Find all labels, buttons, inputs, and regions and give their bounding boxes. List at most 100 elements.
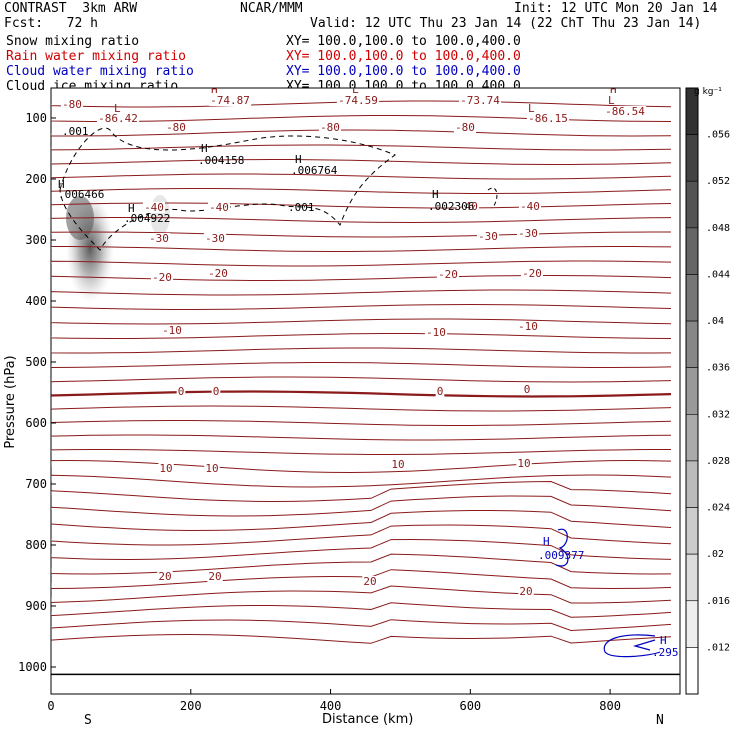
low-marker: L — [114, 102, 121, 115]
temperature-label: -30 — [478, 230, 498, 243]
temperature-label: -74.59 — [338, 94, 378, 107]
label-bg — [435, 386, 445, 397]
label-bg — [522, 384, 532, 395]
maximum-value: .009377 — [538, 549, 584, 562]
isotherm-contour — [51, 459, 672, 474]
colorbar-tick-label: .044 — [706, 269, 730, 280]
colorbar-segment — [685, 414, 699, 462]
temperature-label: 10 — [159, 462, 172, 475]
isotherm-contour — [51, 275, 672, 281]
cloud-water-contour — [603, 634, 661, 658]
isotherm-contour — [51, 318, 672, 325]
temperature-label: 20 — [158, 570, 171, 583]
high-marker: H — [211, 83, 218, 96]
isotherm-contour — [51, 474, 672, 488]
colorbar-tick-label: .028 — [706, 456, 730, 467]
label-bg — [456, 201, 480, 212]
y-tick-label: 200 — [25, 172, 47, 186]
label-bg — [176, 386, 186, 397]
temperature-label: -40 — [458, 200, 478, 213]
y-tick-label: 800 — [25, 538, 47, 552]
temperature-label: -80 — [455, 121, 475, 134]
isotherm-contour — [51, 524, 672, 546]
temperature-label: 0 — [213, 385, 220, 398]
colorbar-tick-label: .012 — [706, 642, 730, 653]
colorbar-segment — [685, 600, 699, 648]
isotherm-contour — [51, 144, 672, 151]
isotherm-contour — [51, 303, 672, 310]
isotherm-contour — [51, 333, 672, 339]
label-bg — [142, 202, 166, 213]
isotherm-contour — [51, 602, 672, 618]
isotherm-contour — [51, 347, 672, 354]
temperature-label: -10 — [426, 326, 446, 339]
y-axis-label: Pressure (hPa) — [3, 355, 18, 449]
colorbar-tick-label: .056 — [706, 130, 730, 141]
label-bg — [453, 122, 477, 133]
isotherm-contour — [51, 405, 672, 412]
high-marker: H — [543, 535, 550, 548]
label-bg — [458, 95, 502, 106]
temperature-label: -40 — [144, 201, 164, 214]
maximum-value: .006466 — [58, 188, 104, 201]
isotherm-contour — [51, 260, 672, 267]
temperature-label: -86.15 — [528, 112, 568, 125]
colorbar-frame — [685, 87, 699, 695]
y-tick-label: 400 — [25, 294, 47, 308]
y-tick-label: 100 — [25, 111, 47, 125]
x-tick-label: 800 — [599, 699, 621, 713]
label-bg — [520, 268, 544, 279]
cloud-ice-value: .001 — [62, 125, 89, 138]
temperature-label: -30 — [149, 232, 169, 245]
temperature-label: -20 — [152, 271, 172, 284]
x-tick-label: 200 — [180, 699, 202, 713]
temperature-label: -20 — [438, 268, 458, 281]
label-bg — [204, 463, 220, 474]
label-bg — [158, 463, 174, 474]
colorbar-tick-label: .032 — [706, 409, 730, 420]
colorbar-tick-label: .024 — [706, 503, 730, 514]
temperature-label: -80 — [62, 98, 82, 111]
isotherm-contour — [51, 159, 672, 165]
temperature-label: -40 — [209, 201, 229, 214]
label-bg — [60, 99, 84, 110]
label-bg — [390, 459, 406, 470]
maximum-value: .002306 — [428, 200, 474, 213]
temperature-label: 20 — [519, 585, 532, 598]
label-bg — [424, 327, 448, 338]
label-bg — [207, 202, 231, 213]
label-bg — [206, 268, 230, 279]
x-tick-label: 600 — [459, 699, 481, 713]
isotherm-contour — [51, 188, 672, 194]
temperature-label: 10 — [517, 457, 530, 470]
temperature-label: 20 — [208, 570, 221, 583]
colorbar-segment — [685, 274, 699, 322]
isotherm-contour — [51, 173, 672, 180]
y-tick-label: 600 — [25, 416, 47, 430]
temperature-label: -30 — [205, 232, 225, 245]
isotherm-contour — [51, 434, 672, 441]
colorbar-tick-label: .036 — [706, 363, 730, 374]
south-label: S — [84, 713, 92, 728]
label-bg — [147, 233, 171, 244]
temperature-label: 0 — [437, 385, 444, 398]
north-label: N — [656, 713, 664, 728]
valid-time: Valid: 12 UTC Thu 23 Jan 14 (22 ChT Thu … — [310, 16, 702, 31]
x-tick-label: 400 — [320, 699, 342, 713]
temperature-label: -73.74 — [460, 94, 500, 107]
label-bg — [436, 269, 460, 280]
forecast-hour: Fcst: 72 h — [4, 16, 98, 31]
maximum-value: .006764 — [291, 164, 338, 177]
temperature-label: -86.42 — [98, 112, 138, 125]
high-marker: H — [432, 188, 439, 201]
isotherm-contour — [51, 495, 672, 517]
temperature-label: 10 — [205, 462, 218, 475]
isotherm-contour — [51, 129, 672, 137]
high-marker: H — [128, 202, 135, 215]
label-bg — [150, 272, 174, 283]
label-bg — [318, 122, 342, 133]
isotherm-contour — [51, 202, 672, 209]
init-time: Init: 12 UTC Mon 20 Jan 14 — [514, 1, 718, 16]
isotherm-contour — [51, 633, 672, 644]
